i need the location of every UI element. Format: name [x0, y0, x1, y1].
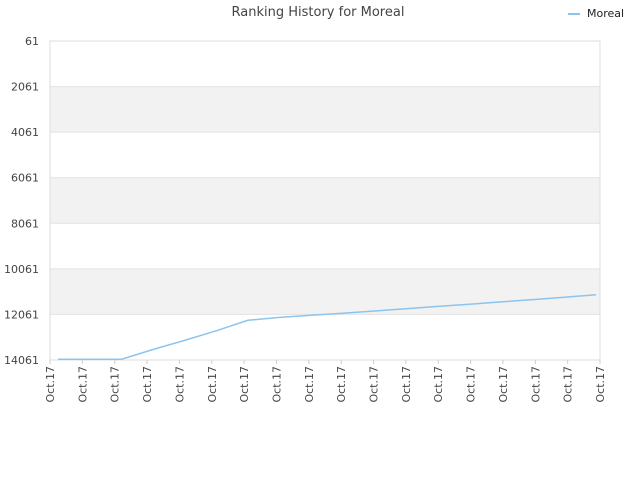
y-tick-label: 2061 — [11, 81, 39, 94]
grid-bands — [50, 86, 600, 315]
x-tick-label: Oct.17 — [270, 366, 283, 403]
x-tick-label: Oct.17 — [109, 366, 122, 403]
x-tick-label: Oct.17 — [44, 366, 57, 403]
x-tick-label: Oct.17 — [497, 366, 510, 403]
grid-band — [50, 268, 600, 315]
chart-title: Ranking History for Moreal — [232, 5, 405, 20]
plot-area — [49, 40, 601, 361]
y-tick-label: 8061 — [11, 217, 39, 230]
x-tick-label: Oct.17 — [206, 366, 219, 403]
x-tick-label: Oct.17 — [594, 366, 607, 403]
x-tick-label: Oct.17 — [303, 366, 316, 403]
x-tick-label: Oct.17 — [76, 366, 89, 403]
x-tick-label: Oct.17 — [562, 366, 575, 403]
series-line-moreal — [58, 294, 597, 361]
grid-band — [50, 86, 600, 133]
x-tick-label: Oct.17 — [368, 366, 381, 403]
x-tick-label: Oct.17 — [400, 366, 413, 403]
y-tick-label: 10061 — [4, 263, 39, 276]
x-tick-label: Oct.17 — [465, 366, 478, 403]
x-tick-label: Oct.17 — [529, 366, 542, 403]
x-tick-label: Oct.17 — [238, 366, 251, 403]
series-lines — [58, 294, 597, 361]
y-tick-label: 12061 — [4, 308, 39, 321]
y-axis: 61 2061 4061 6061 8061 10061 12061 14061 — [4, 35, 39, 367]
x-tick-label: Oct.17 — [173, 366, 186, 403]
x-tick-label: Oct.17 — [432, 366, 445, 403]
y-tick-label: 6061 — [11, 172, 39, 185]
legend-label-moreal: Moreal — [587, 7, 624, 20]
x-axis: Oct.17 Oct.17 Oct.17 Oct.17 Oct.17 Oct.17 Oct.… — [44, 360, 607, 403]
y-tick-label: 61 — [25, 35, 39, 48]
x-tick-label: Oct.17 — [141, 366, 154, 403]
grid-band — [50, 177, 600, 224]
grid-lines — [50, 40, 600, 361]
y-tick-label: 14061 — [4, 354, 39, 367]
legend: Moreal — [568, 7, 624, 20]
x-tick-label: Oct.17 — [335, 366, 348, 403]
y-tick-label: 4061 — [11, 126, 39, 139]
